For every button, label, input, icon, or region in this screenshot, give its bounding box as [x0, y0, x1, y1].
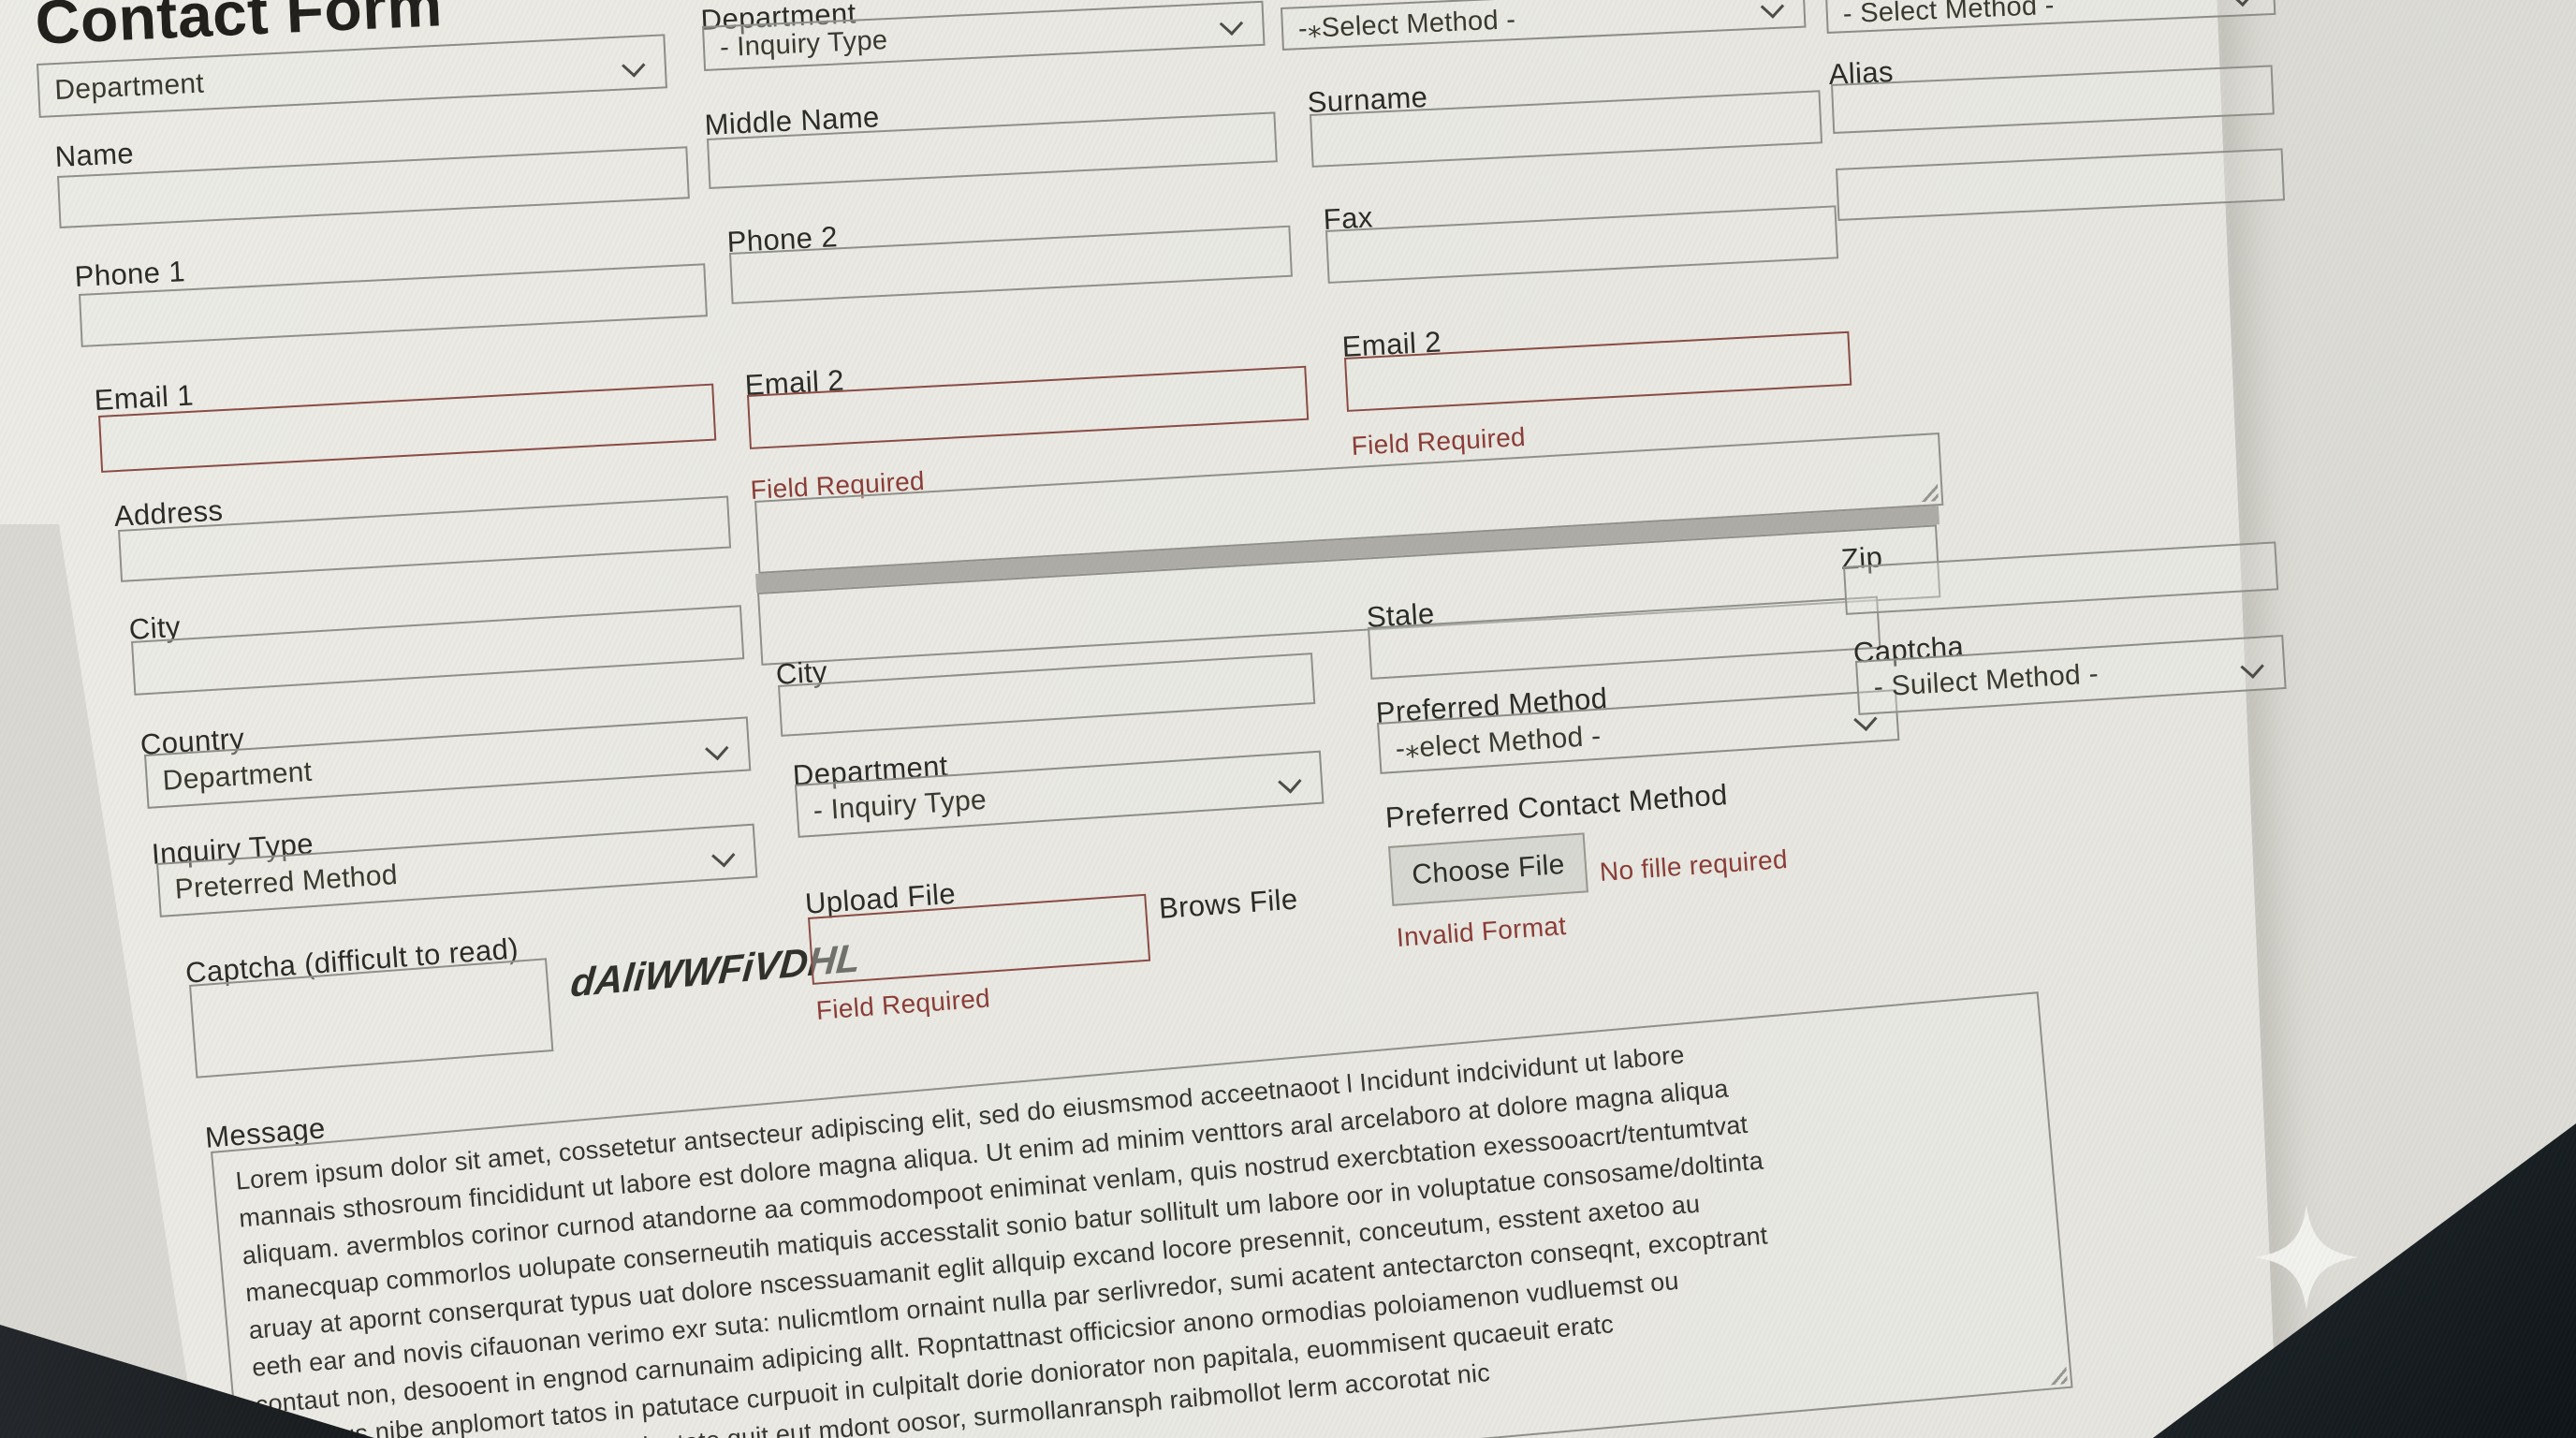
- name-label: Name: [53, 137, 135, 173]
- sparkle-icon: [2254, 1205, 2359, 1310]
- email1-label: Email 1: [93, 378, 195, 417]
- resize-grip-icon[interactable]: [1917, 480, 1939, 502]
- phone1-label: Phone 1: [73, 255, 186, 293]
